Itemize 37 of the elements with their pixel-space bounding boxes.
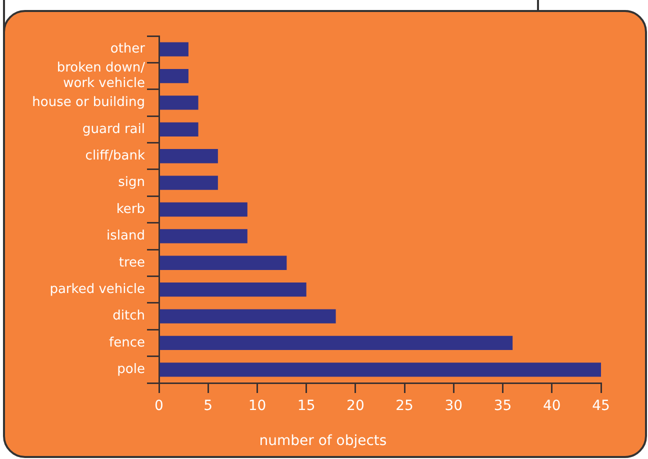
x-tick-label: 40	[542, 398, 561, 414]
bar	[160, 256, 287, 270]
x-tick-label: 20	[346, 398, 364, 414]
x-tick-label: 0	[154, 398, 164, 414]
x-tick-label: 30	[444, 398, 463, 414]
x-tick-label: 15	[297, 398, 316, 414]
y-tick-label: cliff/bank	[85, 148, 146, 164]
x-tick-label: 35	[494, 398, 512, 414]
bar	[160, 176, 218, 190]
y-tick-label: tree	[118, 255, 145, 270]
y-tick-label: pole	[117, 362, 145, 378]
bar	[160, 122, 198, 136]
bar	[160, 42, 188, 56]
bar	[160, 202, 248, 217]
y-tick-label: house or building	[32, 95, 145, 110]
y-tick-label: ditch	[112, 308, 145, 324]
bar	[160, 336, 513, 350]
bar	[160, 362, 601, 377]
x-tick-label: 5	[204, 398, 213, 414]
y-tick-label: island	[106, 228, 145, 244]
x-tick-label: 25	[396, 398, 414, 414]
bar	[160, 149, 218, 164]
bar	[160, 282, 306, 297]
bar	[160, 229, 248, 244]
y-tick-label: fence	[109, 335, 145, 350]
y-tick-label: sign	[118, 175, 145, 190]
x-tick-label: 45	[592, 398, 610, 414]
y-tick-label: kerb	[116, 202, 145, 217]
bar	[160, 309, 336, 324]
x-tick-label: 10	[248, 398, 266, 414]
bar	[160, 96, 198, 110]
x-axis-title: number of objects	[258, 433, 388, 449]
y-tick-label: guard rail	[82, 122, 145, 137]
bar	[160, 68, 188, 84]
y-tick-label: other	[110, 42, 146, 57]
y-tick-label: broken down/ work vehicle	[56, 60, 146, 92]
y-tick-label: parked vehicle	[50, 282, 145, 297]
